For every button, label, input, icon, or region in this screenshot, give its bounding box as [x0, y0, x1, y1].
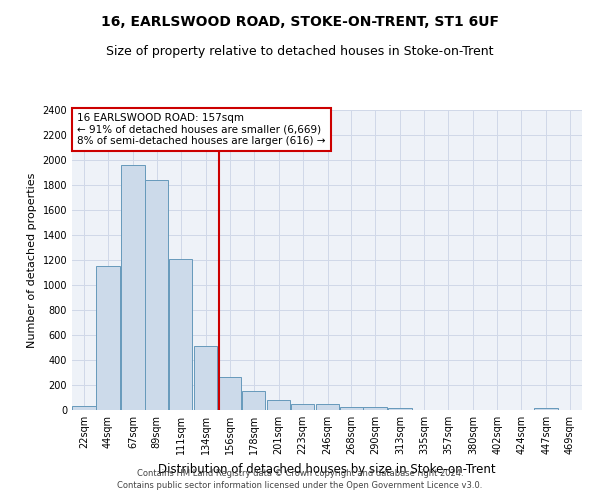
- Text: Size of property relative to detached houses in Stoke-on-Trent: Size of property relative to detached ho…: [106, 45, 494, 58]
- Bar: [121, 165, 145, 410]
- Text: 16 EARLSWOOD ROAD: 157sqm
← 91% of detached houses are smaller (6,669)
8% of sem: 16 EARLSWOOD ROAD: 157sqm ← 91% of detac…: [77, 113, 326, 146]
- Bar: [316, 404, 339, 410]
- Text: Contains HM Land Registry data © Crown copyright and database right 2024.
Contai: Contains HM Land Registry data © Crown c…: [118, 468, 482, 490]
- Text: 16, EARLSWOOD ROAD, STOKE-ON-TRENT, ST1 6UF: 16, EARLSWOOD ROAD, STOKE-ON-TRENT, ST1 …: [101, 15, 499, 29]
- Bar: [290, 404, 314, 410]
- Y-axis label: Number of detached properties: Number of detached properties: [27, 172, 37, 348]
- Bar: [194, 346, 217, 410]
- X-axis label: Distribution of detached houses by size in Stoke-on-Trent: Distribution of detached houses by size …: [158, 462, 496, 475]
- Bar: [72, 406, 95, 410]
- Bar: [534, 408, 558, 410]
- Bar: [266, 400, 290, 410]
- Bar: [145, 180, 169, 410]
- Bar: [96, 266, 119, 410]
- Bar: [388, 408, 412, 410]
- Bar: [169, 259, 193, 410]
- Bar: [364, 407, 387, 410]
- Bar: [340, 407, 363, 410]
- Bar: [242, 390, 265, 410]
- Bar: [218, 377, 241, 410]
